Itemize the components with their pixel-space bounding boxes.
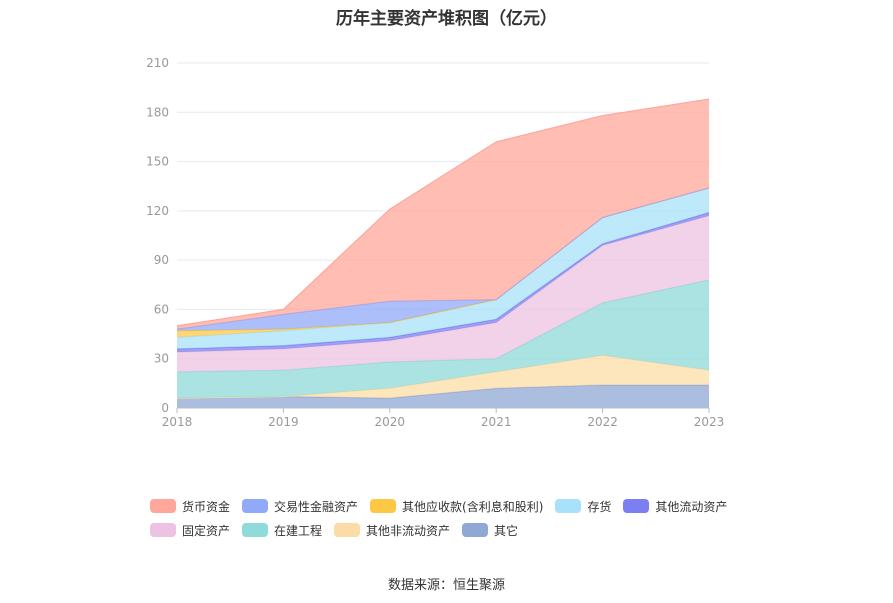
legend-item[interactable]: 货币资金 bbox=[150, 498, 230, 515]
legend-label: 交易性金融资产 bbox=[274, 499, 359, 514]
y-tick-label: 180 bbox=[146, 105, 169, 119]
x-tick-label: 2020 bbox=[375, 415, 406, 429]
chart-title: 历年主要资产堆积图（亿元） bbox=[336, 9, 557, 29]
legend-swatch bbox=[150, 523, 176, 537]
x-tick-label: 2019 bbox=[268, 415, 299, 429]
legend-swatch bbox=[555, 499, 582, 513]
legend-swatch bbox=[334, 523, 361, 537]
y-tick-label: 150 bbox=[146, 155, 169, 169]
x-tick-label: 2022 bbox=[587, 415, 618, 429]
legend-swatch bbox=[462, 523, 489, 537]
y-tick-label: 0 bbox=[161, 401, 169, 415]
axes: 0 30 60 90 120 150 180 210 2018 2019 2020 2021 2022 2… bbox=[146, 56, 724, 429]
legend-item[interactable]: 交易性金融资产 bbox=[242, 498, 358, 515]
legend-row-1: 货币资金 交易性金融资产 其他应收款(含利息和股利) 存货 其他流动资产 bbox=[150, 494, 770, 518]
legend-swatch bbox=[370, 499, 397, 513]
legend-label: 其他应收款(含利息和股利) bbox=[402, 499, 544, 514]
legend-swatch bbox=[242, 523, 269, 537]
y-tick-label: 210 bbox=[146, 56, 169, 70]
legend: 货币资金 交易性金融资产 其他应收款(含利息和股利) 存货 其他流动资产 固定资产 在建工… bbox=[150, 494, 770, 542]
legend-swatch bbox=[150, 499, 176, 513]
legend-label: 其他非流动资产 bbox=[366, 523, 451, 538]
area-series-0 bbox=[177, 385, 709, 408]
y-tick-label: 90 bbox=[154, 253, 169, 267]
y-tick-label: 120 bbox=[146, 204, 169, 218]
area-series-edge-8 bbox=[176, 98, 710, 327]
legend-row-2: 固定资产 在建工程 其他非流动资产 其它 bbox=[150, 518, 770, 542]
legend-item[interactable]: 其它 bbox=[462, 522, 518, 539]
legend-item[interactable]: 在建工程 bbox=[242, 522, 322, 539]
legend-item[interactable]: 其他流动资产 bbox=[623, 498, 727, 515]
area-series-8 bbox=[177, 99, 709, 330]
legend-item[interactable]: 固定资产 bbox=[150, 522, 230, 539]
area-series-7 bbox=[177, 187, 709, 331]
area-series-layer bbox=[176, 98, 710, 408]
area-series-3 bbox=[177, 215, 709, 372]
legend-item[interactable]: 其他应收款(含利息和股利) bbox=[370, 498, 543, 515]
legend-label: 货币资金 bbox=[182, 499, 231, 514]
legend-label: 固定资产 bbox=[182, 523, 231, 538]
legend-label: 其他流动资产 bbox=[655, 499, 728, 514]
legend-label: 存货 bbox=[587, 499, 612, 514]
data-source: 数据来源：恒生聚源 bbox=[387, 578, 505, 593]
x-tick-label: 2021 bbox=[481, 415, 512, 429]
legend-item[interactable]: 存货 bbox=[555, 498, 611, 515]
y-tick-label: 60 bbox=[154, 302, 169, 316]
legend-label: 在建工程 bbox=[274, 523, 323, 538]
legend-label: 其它 bbox=[494, 523, 519, 538]
legend-swatch bbox=[242, 499, 269, 513]
x-tick-label: 2018 bbox=[162, 415, 193, 429]
area-series-5 bbox=[177, 187, 709, 349]
legend-item[interactable]: 其他非流动资产 bbox=[334, 522, 450, 539]
area-series-1 bbox=[177, 355, 709, 399]
legend-swatch bbox=[623, 499, 650, 513]
y-tick-label: 30 bbox=[154, 352, 169, 366]
x-tick-label: 2023 bbox=[694, 415, 725, 429]
